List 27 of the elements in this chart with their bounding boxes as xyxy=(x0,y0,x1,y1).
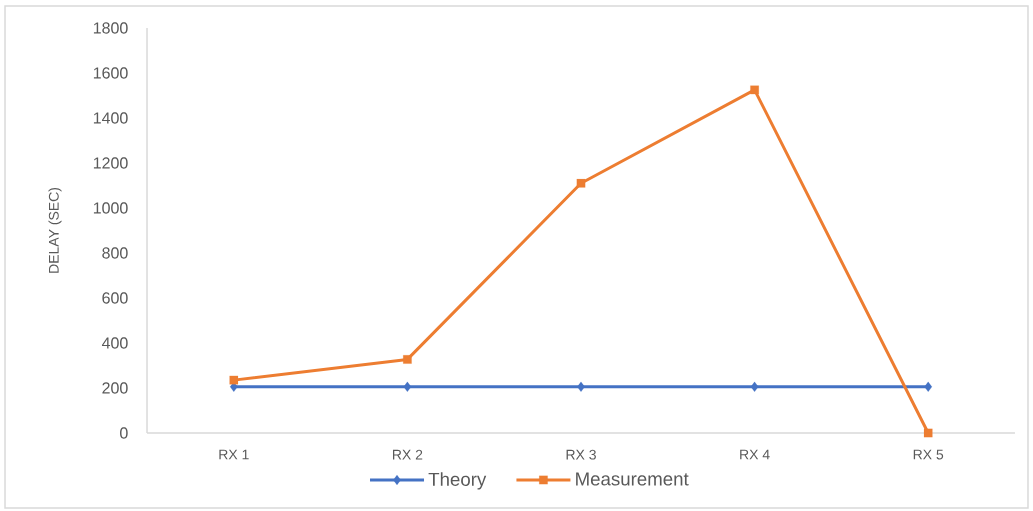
x-tick-label: RX 1 xyxy=(219,449,249,460)
y-tick-label: 0 xyxy=(120,427,128,439)
y-tick-label: 800 xyxy=(102,247,128,259)
x-tick-label: RX 5 xyxy=(913,449,944,460)
point xyxy=(229,375,239,385)
point xyxy=(576,178,586,188)
x-tick-label: RX 2 xyxy=(392,449,423,460)
y-tick-label: 1600 xyxy=(93,67,128,79)
point xyxy=(403,355,412,364)
point xyxy=(750,85,759,95)
point xyxy=(923,428,933,438)
point xyxy=(577,381,585,392)
y-tick-label: 600 xyxy=(102,292,128,304)
y-tick-label: 1800 xyxy=(93,22,128,34)
x-tick-label: RX 3 xyxy=(566,449,596,460)
legend-label: Theory xyxy=(428,472,487,490)
legend-label: Measurement xyxy=(576,472,689,486)
point xyxy=(750,381,759,392)
y-axis-title: DELAY (SEC) xyxy=(48,187,62,273)
point xyxy=(924,381,933,392)
y-tick-label: 1000 xyxy=(93,202,128,214)
y-tick-label: 1400 xyxy=(93,112,128,124)
y-tick-label: 1200 xyxy=(93,157,128,169)
y-tick-label: 400 xyxy=(101,337,128,349)
x-tick-label: RX 4 xyxy=(740,449,770,460)
point xyxy=(403,381,412,392)
y-tick-label: 200 xyxy=(102,382,128,394)
